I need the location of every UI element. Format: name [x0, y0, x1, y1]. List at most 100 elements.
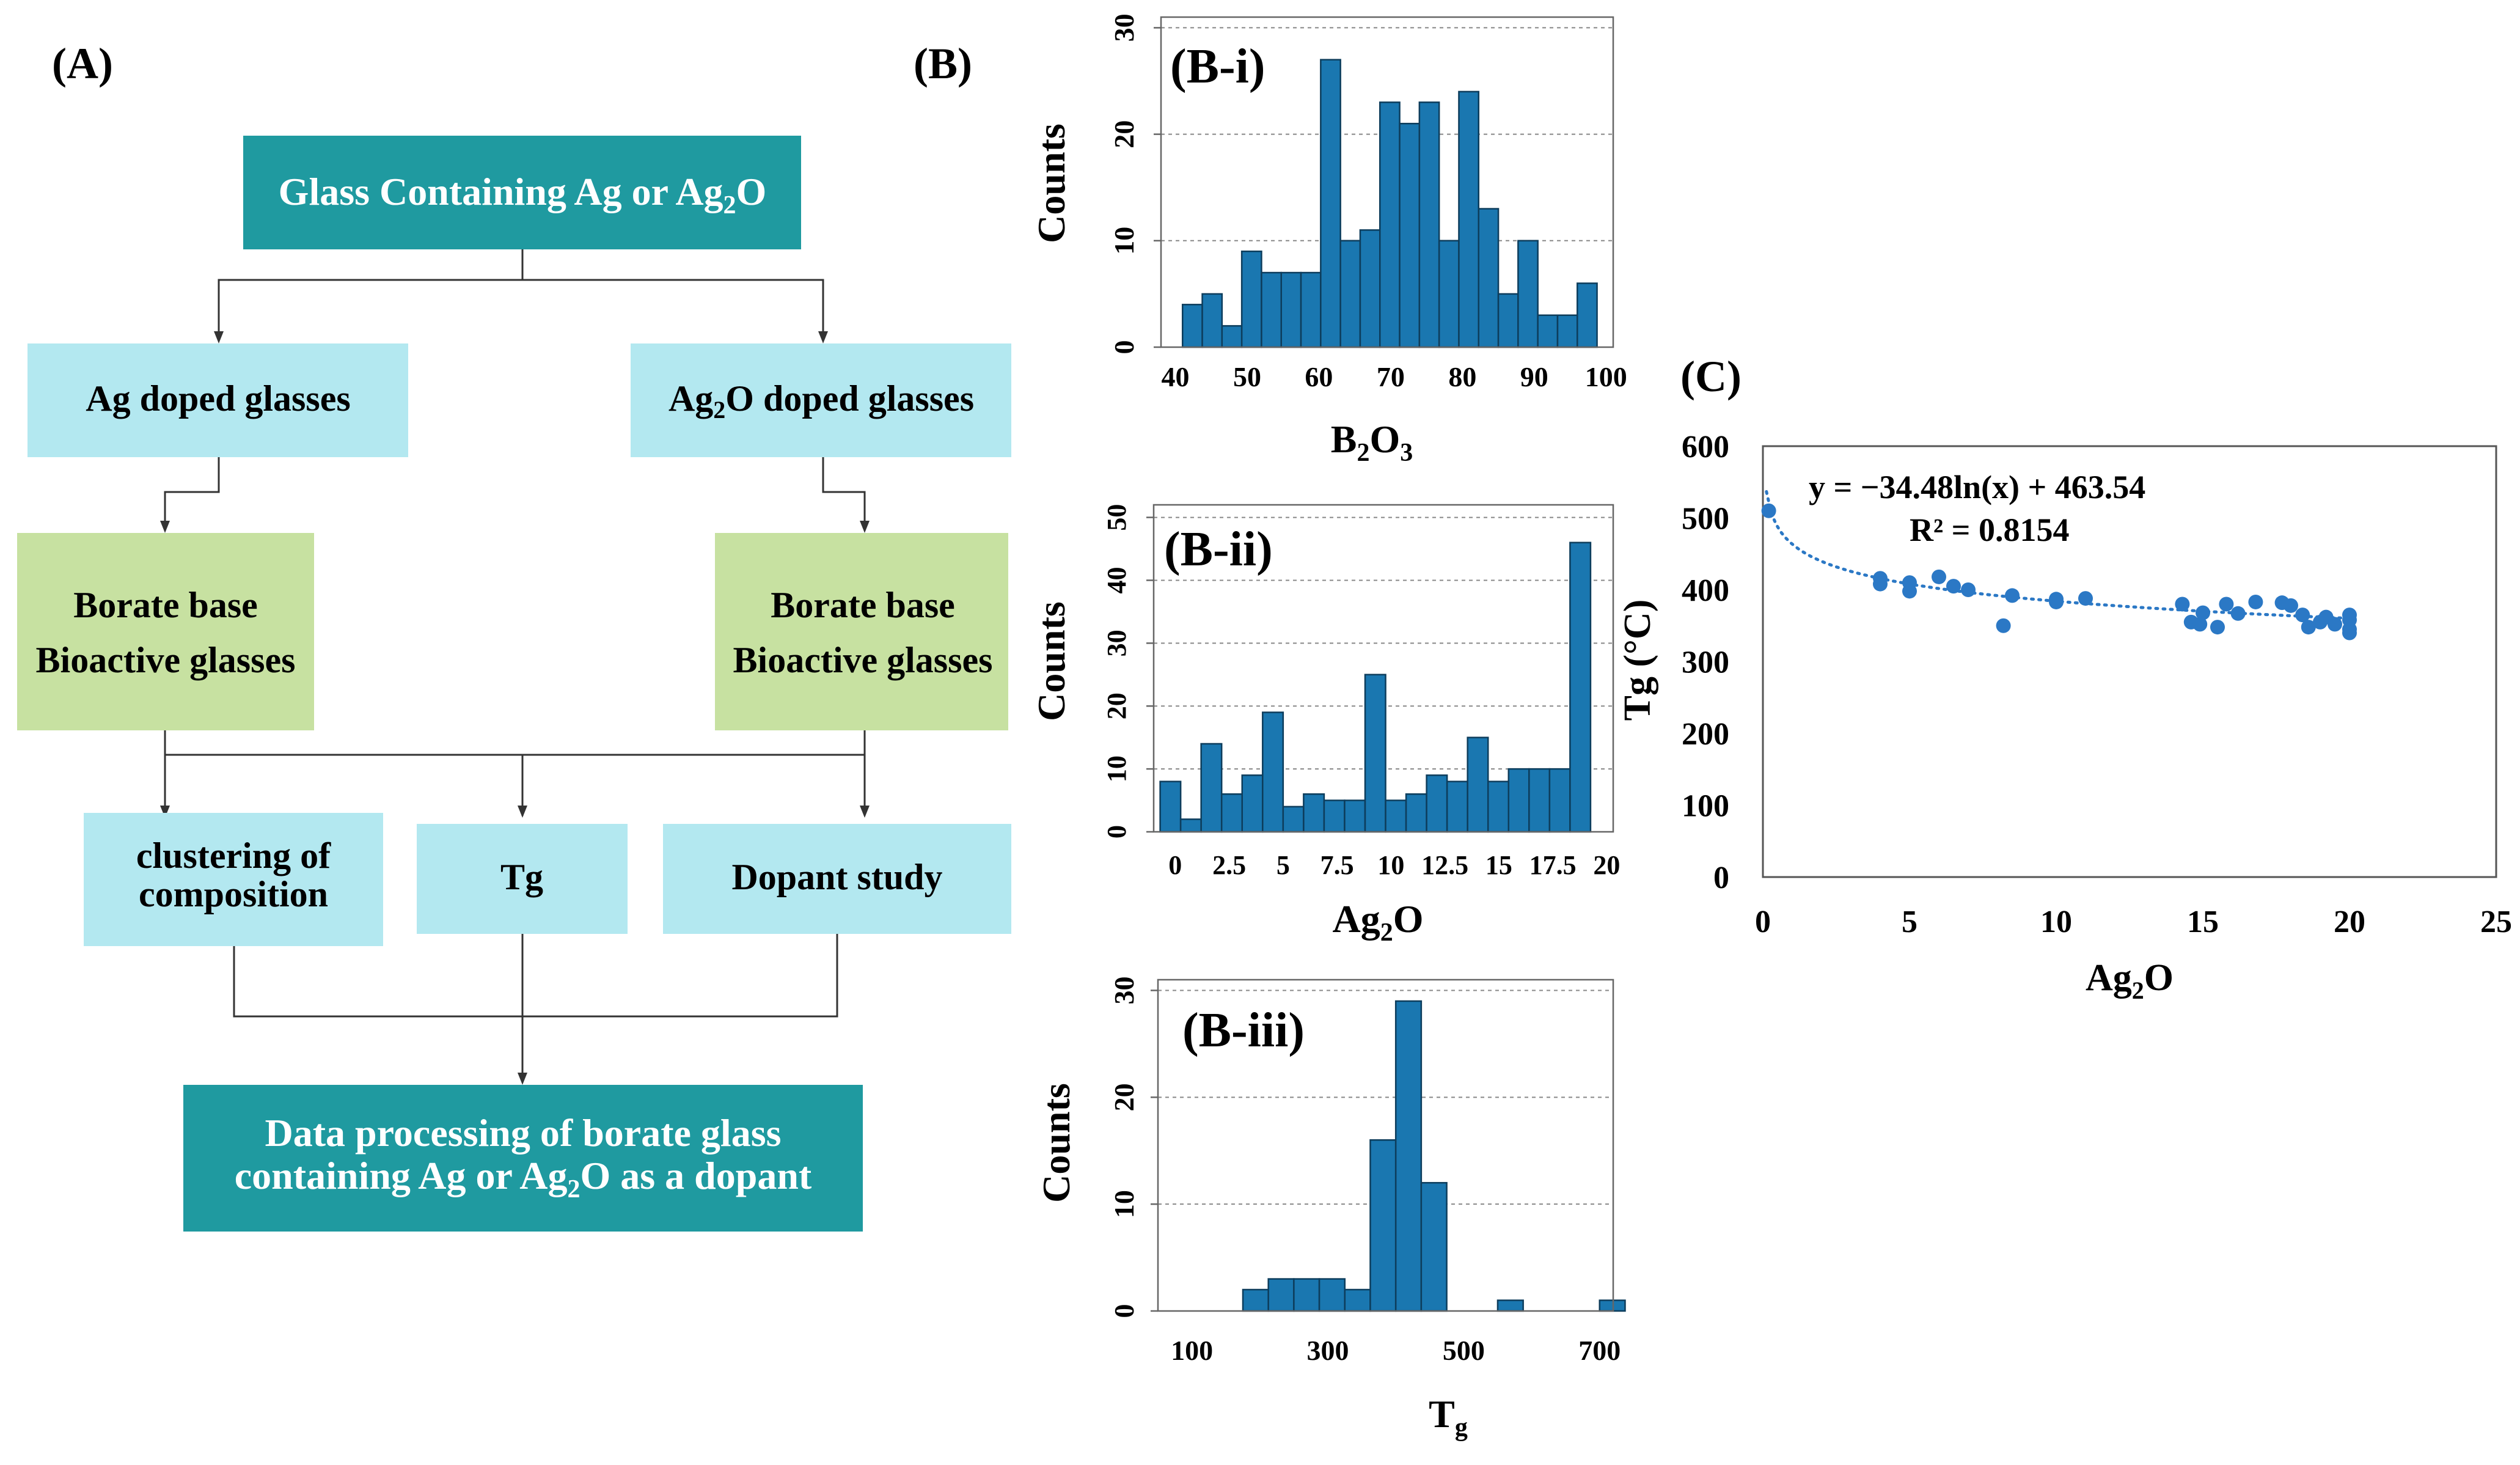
- scatter-c-equation: y = −34.48ln(x) + 463.54: [1809, 469, 2145, 505]
- B-iii-ytick-label: 0: [1108, 1304, 1140, 1318]
- scatter-c-trendline: [1765, 490, 2351, 620]
- scatter-c-ytick-label: 100: [1682, 789, 1729, 824]
- panel-label-c: (C): [1680, 352, 1742, 401]
- flowchart: Glass Containing Ag or Ag2O Ag doped gla…: [17, 136, 1011, 1232]
- scatter-c-point: [2049, 594, 2064, 609]
- scatter-c-ytick-label: 300: [1682, 645, 1729, 680]
- B-i-bar: [1399, 122, 1421, 348]
- B-ii-bar: [1220, 793, 1244, 833]
- B-i-xtick-label: 100: [1585, 361, 1627, 392]
- B-ii-xtick-label: 10: [1377, 850, 1404, 880]
- box-ag2o-doped: Ag2O doped glasses: [631, 343, 1011, 457]
- B-i-xtick-label: 70: [1377, 361, 1405, 392]
- scatter-c-point: [2005, 588, 2020, 603]
- B-i-bar: [1280, 271, 1302, 348]
- B-ii-xtick-label: 17.5: [1529, 850, 1577, 880]
- box-ag2o-doped-label: Ag2O doped glasses: [668, 378, 974, 424]
- B-iii-bar: [1394, 1000, 1423, 1312]
- B-iii-ytick-label: 30: [1108, 976, 1140, 1004]
- scatter-c-point: [2210, 620, 2225, 635]
- scatter-c-xtick-label: 10: [2040, 905, 2072, 939]
- histogram-b-iii-frame: [1157, 979, 1614, 1312]
- B-ii-ytick-label: 0: [1102, 825, 1132, 839]
- panel-label-b: (B): [914, 39, 972, 88]
- scatter-c-ytick-label: 0: [1713, 861, 1729, 895]
- box-data-processing: Data processing of borate glass containi…: [183, 1085, 863, 1232]
- B-i-bar: [1261, 271, 1282, 348]
- B-i-ytick-label: 10: [1108, 227, 1140, 255]
- B-ii-bar: [1548, 768, 1571, 833]
- scatter-c-xtick-label: 5: [1902, 905, 1917, 939]
- scatter-c-point: [2328, 617, 2342, 632]
- box-tg: Tg: [417, 824, 628, 934]
- box-borate-left: Borate base Bioactive glasses: [17, 533, 314, 730]
- box-clustering-line2: composition: [139, 874, 328, 914]
- B-ii-bar: [1528, 768, 1551, 833]
- B-i-xtick-label: 40: [1161, 361, 1189, 392]
- scatter-c-point: [2295, 608, 2310, 623]
- B-ii-bar: [1241, 774, 1264, 833]
- B-iii-xtick-label: 700: [1578, 1335, 1621, 1366]
- scatter-c-point: [1761, 503, 1776, 518]
- box-ag-doped: Ag doped glasses: [27, 343, 408, 457]
- scatter-c-point: [1902, 584, 1917, 599]
- histogram-b-i-label: (B-i): [1170, 40, 1265, 94]
- B-i-bar: [1320, 59, 1341, 348]
- B-ii-xtick-label: 12.5: [1421, 850, 1468, 880]
- scatter-c-point: [2196, 605, 2210, 620]
- scatter-c-point: [1961, 582, 1976, 597]
- B-iii-ytick-label: 10: [1108, 1190, 1140, 1218]
- B-i-bar: [1438, 240, 1460, 348]
- B-i-bar: [1537, 314, 1559, 348]
- B-ii-bar: [1262, 711, 1284, 833]
- B-ii-bar: [1282, 806, 1305, 833]
- box-borate-right: Borate base Bioactive glasses: [715, 533, 1008, 730]
- histogram-b-i: 40 50 60 70 80 90 100 0 10 20 30 (B-i) Counts B2O…: [1030, 13, 1627, 467]
- B-i-bar: [1339, 240, 1361, 348]
- scatter-c: 0 5 10 15 20 25 0 100 200 300 400 500 600 y = −34.4…: [1617, 430, 2512, 1004]
- box-dopant-study: Dopant study: [663, 824, 1011, 934]
- B-i-bar: [1497, 293, 1519, 348]
- B-iii-bar: [1496, 1299, 1524, 1312]
- box-clustering-line1: clustering of: [136, 835, 331, 876]
- box-data-processing-line2: containing Ag or Ag2O as a dopant: [235, 1154, 812, 1203]
- scatter-c-frame: [1762, 445, 2497, 878]
- scatter-c-ylabel: Tg (°C): [1617, 600, 1658, 721]
- histogram-b-iii-label: (B-iii): [1182, 1004, 1305, 1057]
- B-iii-bar: [1369, 1139, 1397, 1312]
- box-borate-left-line2: Bioactive glasses: [36, 640, 296, 680]
- scatter-c-point: [2219, 597, 2234, 612]
- B-i-bar: [1300, 271, 1322, 348]
- box-data-processing-line1: Data processing of borate glass: [265, 1111, 782, 1155]
- B-ii-bar: [1507, 768, 1530, 833]
- B-iii-xtick-label: 100: [1171, 1335, 1213, 1366]
- histogram-b-ii: 0 2.5 5 7.5 10 12.5 15 17.5 20 0 10 20 30 40 50 (B-ii…: [1030, 504, 1620, 947]
- box-clustering: clustering of composition: [84, 813, 383, 946]
- B-ii-bar: [1303, 793, 1325, 833]
- B-i-bar: [1556, 314, 1578, 348]
- B-ii-xtick-label: 20: [1593, 850, 1620, 880]
- histogram-b-iii: 100 300 500 700 0 10 20 30 (B-iii) Counts Tg: [1035, 976, 1626, 1442]
- B-i-bar: [1359, 229, 1381, 348]
- B-iii-xtick-label: 300: [1306, 1335, 1349, 1366]
- B-i-bar: [1379, 101, 1401, 348]
- histogram-b-iii-xlabel: Tg: [1429, 1392, 1468, 1442]
- B-iii-bar: [1293, 1278, 1320, 1312]
- scatter-c-point: [2301, 620, 2316, 635]
- B-ii-bar: [1569, 542, 1592, 833]
- B-i-xtick-label: 80: [1448, 361, 1476, 392]
- B-ii-bar: [1446, 780, 1468, 833]
- B-ii-xtick-label: 7.5: [1320, 850, 1354, 880]
- B-ii-bar: [1200, 743, 1223, 833]
- scatter-c-point: [2078, 591, 2093, 606]
- B-i-bar: [1577, 282, 1598, 348]
- histogram-b-iii-ylabel: Counts: [1035, 1083, 1078, 1203]
- scatter-c-point: [1946, 579, 1961, 594]
- histogram-b-ii-xlabel: Ag2O: [1333, 897, 1424, 947]
- B-i-bar: [1517, 240, 1539, 348]
- B-ii-xtick-label: 5: [1276, 850, 1290, 880]
- scatter-c-xtick-label: 25: [2480, 905, 2512, 939]
- B-ii-ytick-label: 30: [1102, 630, 1132, 656]
- histogram-b-i-ylabel: Counts: [1030, 123, 1073, 243]
